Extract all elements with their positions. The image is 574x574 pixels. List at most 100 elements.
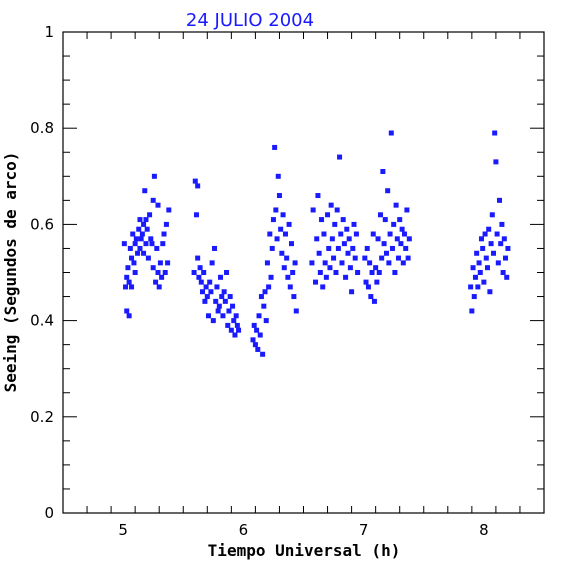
data-point	[481, 279, 487, 285]
data-point	[286, 221, 292, 227]
data-point	[121, 241, 127, 247]
data-point	[204, 294, 210, 300]
data-point	[272, 144, 278, 150]
data-point	[376, 270, 382, 275]
data-point	[323, 274, 329, 280]
data-point	[262, 289, 268, 295]
data-point	[500, 270, 506, 275]
data-point	[224, 270, 230, 275]
data-point	[406, 236, 412, 242]
data-point	[493, 159, 499, 165]
data-point	[215, 308, 221, 314]
data-points	[121, 130, 511, 357]
data-point	[143, 217, 149, 223]
data-point	[157, 260, 163, 266]
data-point	[405, 255, 411, 261]
data-point	[393, 202, 399, 208]
data-point	[350, 245, 356, 251]
data-point	[123, 284, 129, 290]
data-point	[338, 231, 344, 237]
data-point	[137, 245, 143, 251]
data-point	[285, 274, 291, 280]
data-point	[490, 250, 496, 256]
data-point	[264, 260, 270, 266]
y-axis-title: Seeing (Segundos de arco)	[1, 152, 20, 393]
data-point	[391, 221, 397, 227]
data-point	[216, 303, 222, 309]
data-point	[129, 284, 135, 290]
data-point	[203, 284, 209, 290]
data-point	[333, 270, 339, 275]
data-point	[328, 202, 334, 208]
data-point	[141, 250, 147, 256]
data-point	[362, 255, 368, 261]
data-point	[386, 260, 392, 266]
data-point	[154, 245, 160, 251]
data-point	[320, 284, 326, 290]
data-point	[132, 270, 138, 275]
data-point	[124, 308, 130, 314]
data-point	[141, 221, 147, 227]
data-point	[489, 212, 495, 218]
data-point	[476, 260, 482, 266]
data-point	[231, 318, 237, 324]
data-point	[385, 188, 391, 194]
data-point	[293, 308, 299, 314]
data-point	[382, 217, 388, 223]
data-point	[368, 294, 374, 300]
data-point	[201, 270, 207, 275]
y-tick-label: 0.6	[30, 215, 54, 233]
data-point	[132, 241, 138, 247]
data-point	[377, 212, 383, 218]
data-point	[399, 226, 405, 232]
data-point	[380, 168, 386, 174]
data-point	[195, 183, 201, 189]
data-point	[477, 270, 483, 275]
data-point	[155, 270, 161, 275]
data-point	[355, 270, 361, 275]
data-point	[280, 212, 286, 218]
data-point	[483, 255, 489, 261]
data-point	[250, 337, 256, 343]
data-point	[317, 270, 323, 275]
data-point	[363, 279, 369, 285]
data-point	[232, 332, 238, 338]
data-point	[233, 313, 239, 319]
data-point	[263, 318, 269, 324]
data-point	[129, 255, 135, 261]
data-point	[261, 303, 267, 309]
data-point	[150, 197, 156, 203]
data-point	[365, 284, 371, 290]
data-point	[352, 255, 358, 261]
data-point	[208, 289, 214, 295]
data-point	[142, 188, 148, 194]
data-point	[144, 226, 150, 232]
data-point	[214, 284, 220, 290]
data-point	[499, 221, 505, 227]
data-point	[213, 298, 219, 304]
data-point	[255, 346, 261, 352]
data-point	[222, 298, 228, 304]
plot-frame	[62, 31, 545, 514]
data-point	[331, 255, 337, 261]
data-point	[127, 245, 133, 251]
data-point	[398, 241, 404, 247]
data-point	[221, 289, 227, 295]
data-point	[498, 241, 504, 247]
data-point	[135, 250, 141, 256]
data-point	[292, 260, 298, 266]
data-point	[133, 236, 139, 242]
data-point	[314, 236, 320, 242]
data-point	[290, 270, 296, 275]
data-point	[138, 236, 144, 242]
data-point	[315, 193, 321, 199]
data-point	[340, 217, 346, 223]
data-point	[251, 322, 257, 328]
data-point	[494, 231, 500, 237]
data-point	[381, 241, 387, 247]
data-point	[267, 231, 273, 237]
data-point	[503, 255, 509, 261]
data-point	[475, 284, 481, 290]
data-point	[273, 207, 279, 213]
data-point	[198, 279, 204, 285]
